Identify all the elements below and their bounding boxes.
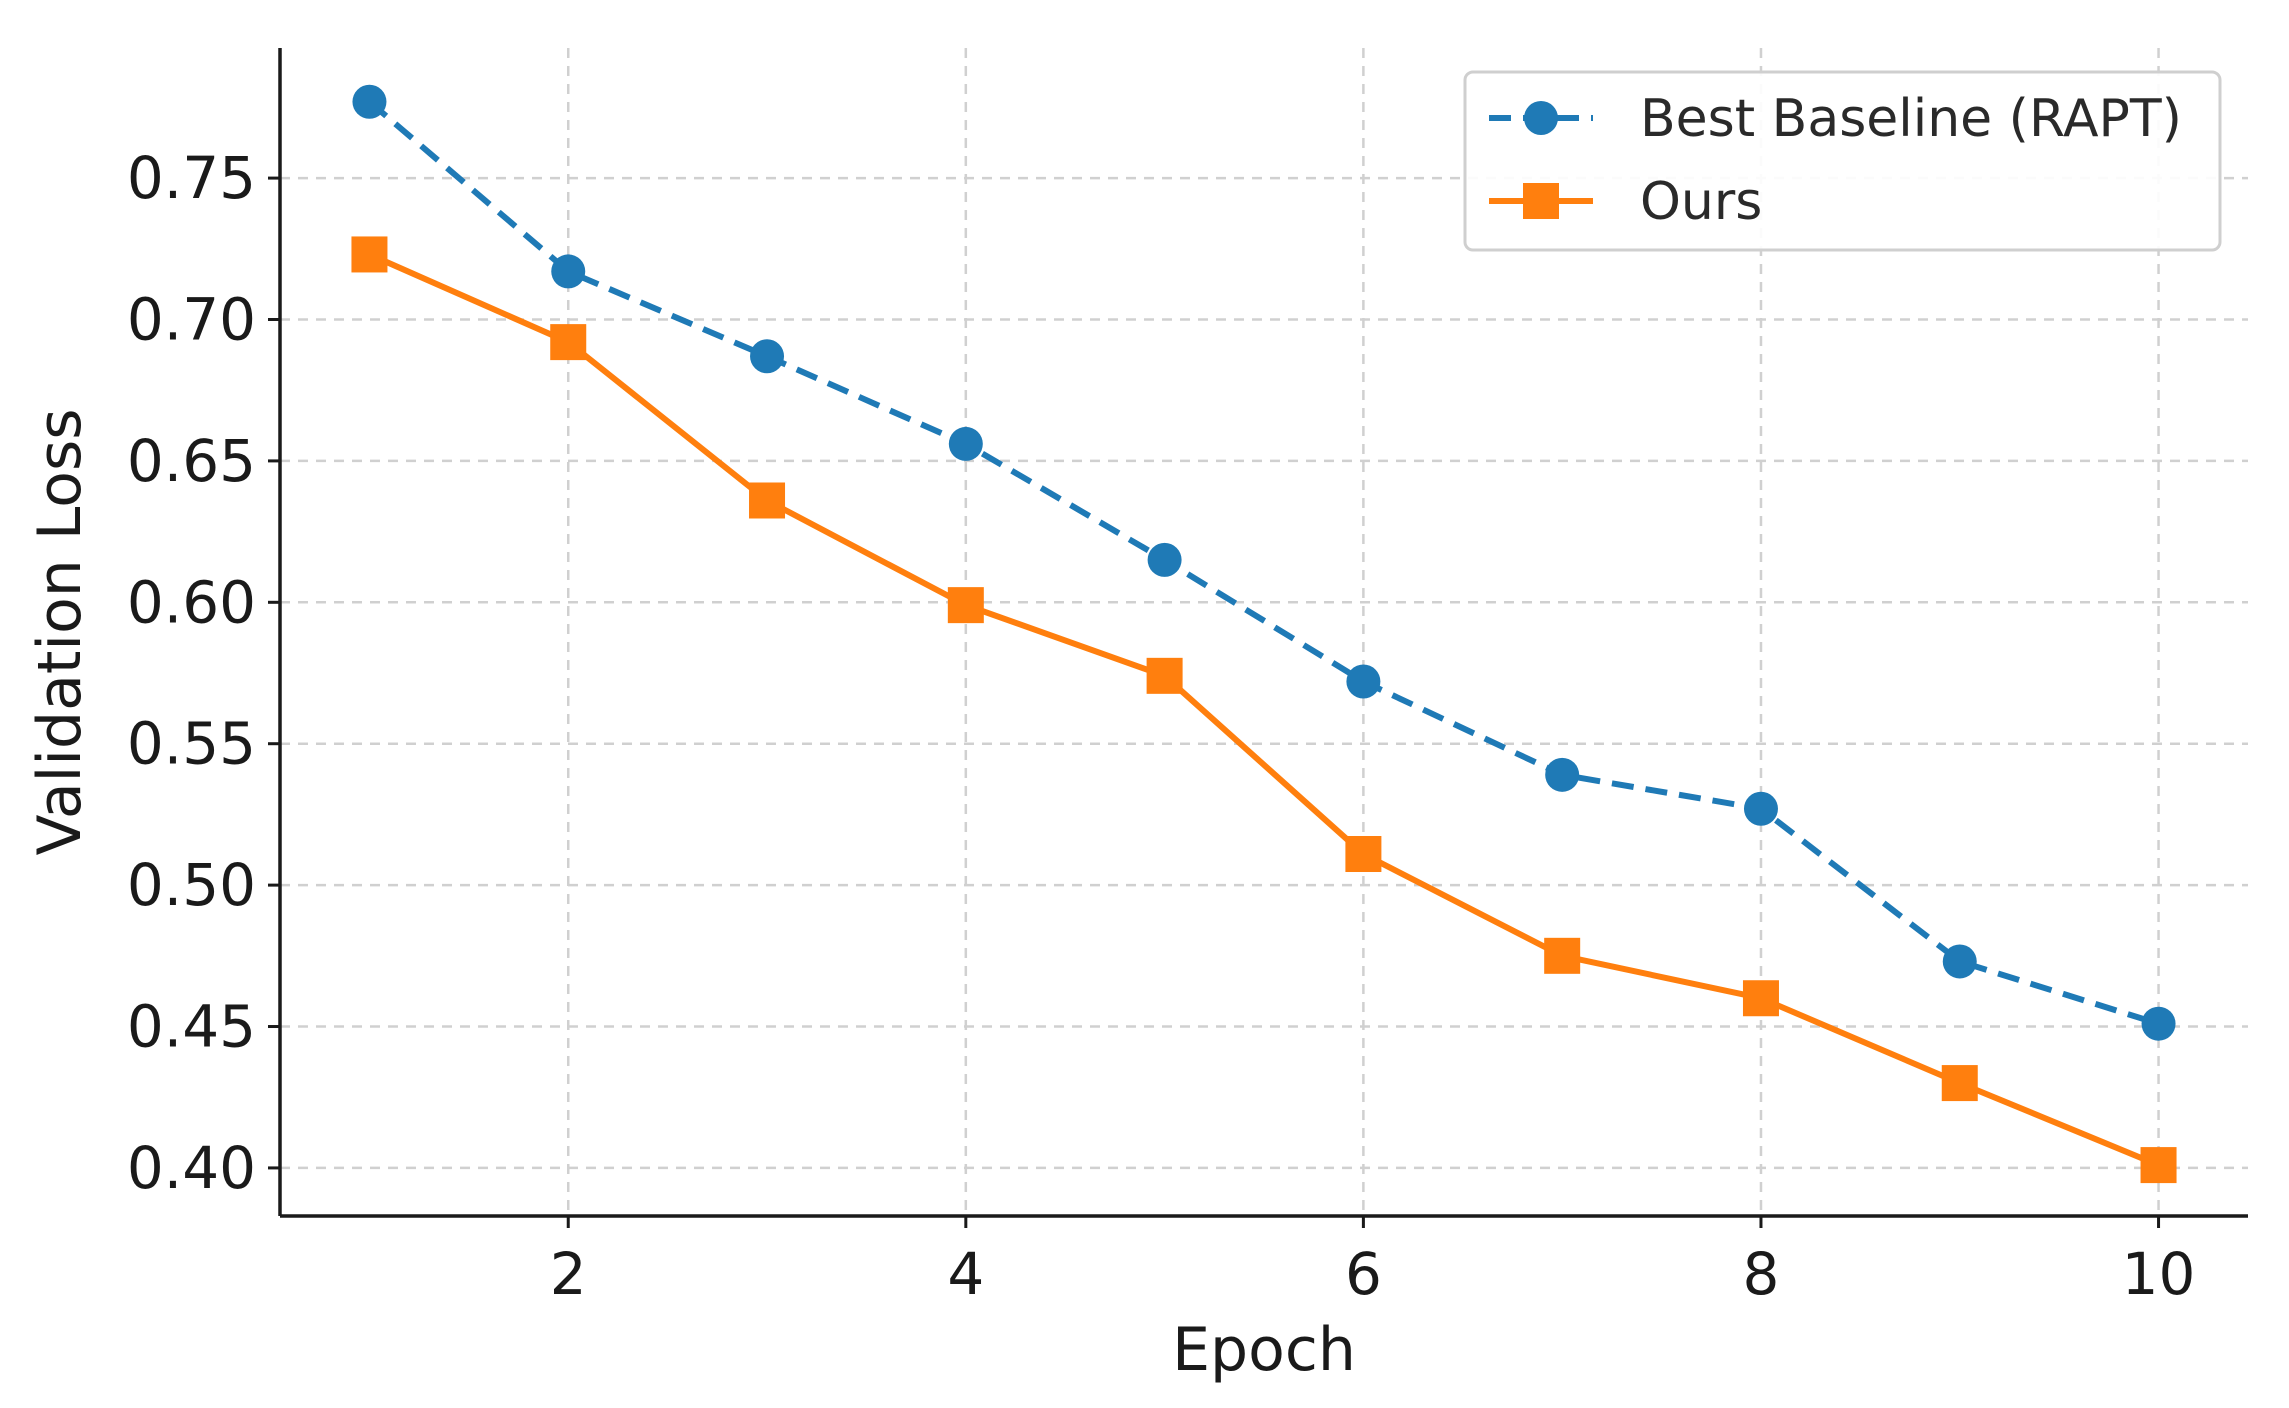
data-point — [947, 587, 984, 624]
data-point — [948, 426, 983, 461]
legend-label: Best Baseline (RAPT) — [1640, 89, 2182, 149]
x-tick-label: 6 — [1345, 1240, 1382, 1308]
data-point — [551, 254, 586, 289]
legend-box — [1463, 70, 2222, 252]
y-tick-label: 0.65 — [127, 427, 256, 495]
series-baseline — [352, 84, 2176, 1041]
legend: Best Baseline (RAPT) Ours — [1463, 70, 2222, 252]
y-tick-label: 0.50 — [127, 851, 256, 919]
axes — [278, 48, 2248, 1218]
data-point — [1544, 937, 1581, 974]
data-point — [749, 482, 786, 519]
legend-label: Ours — [1640, 172, 1762, 232]
data-point — [352, 84, 387, 119]
y-axis-title: Validation Loss — [25, 409, 95, 856]
data-point — [1743, 791, 1778, 826]
series-line — [367, 99, 2160, 1027]
legend-swatch-marker — [1524, 101, 1558, 135]
series — [351, 84, 2177, 1184]
x-tick-label: 8 — [1743, 1240, 1780, 1308]
y-tick-label: 0.75 — [127, 144, 256, 212]
y-tick-label: 0.40 — [127, 1134, 256, 1202]
data-point — [1742, 980, 1779, 1017]
series-ours — [351, 236, 2177, 1184]
data-point — [1147, 542, 1182, 577]
data-point — [1146, 657, 1183, 694]
data-point — [750, 339, 785, 374]
data-point — [1345, 836, 1382, 873]
y-tick-label: 0.70 — [127, 285, 256, 353]
data-point — [2141, 1006, 2176, 1041]
y-tick-label: 0.45 — [127, 993, 256, 1061]
y-tick-label: 0.55 — [127, 710, 256, 778]
data-point — [2140, 1147, 2177, 1184]
data-point — [1942, 944, 1977, 979]
data-point — [1941, 1065, 1978, 1102]
x-tick-label: 4 — [947, 1240, 984, 1308]
data-point — [1545, 757, 1580, 792]
data-point — [1346, 664, 1381, 699]
series-line — [368, 251, 2160, 1168]
data-point — [351, 236, 388, 273]
legend-entry: Best Baseline (RAPT) — [1489, 89, 2182, 149]
x-axis-title: Epoch — [1172, 1315, 1356, 1385]
x-tick-label: 2 — [550, 1240, 587, 1308]
legend-entry: Ours — [1489, 172, 1762, 232]
legend-swatch-marker — [1523, 183, 1559, 219]
data-point — [550, 324, 587, 361]
legend-entries: Best Baseline (RAPT) Ours — [1489, 89, 2182, 232]
ticks: 2 4 6 8 10 0.40 0.45 0.50 0.55 0.60 0.65 0.70 0.75 — [127, 144, 2196, 1308]
x-tick-label: 10 — [2122, 1240, 2196, 1308]
y-tick-label: 0.60 — [127, 568, 256, 636]
